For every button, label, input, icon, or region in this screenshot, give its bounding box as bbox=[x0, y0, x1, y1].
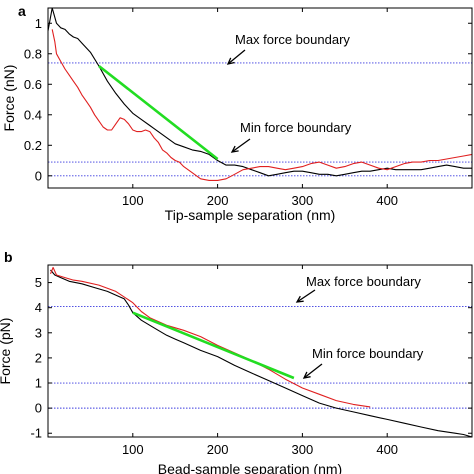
arrow-head bbox=[302, 371, 311, 379]
y-tick-label: 5 bbox=[35, 275, 42, 290]
boundary-annotation: Max force boundary bbox=[306, 274, 421, 289]
series-line bbox=[51, 29, 473, 181]
arrow-head bbox=[295, 295, 304, 303]
x-tick-label: 100 bbox=[122, 442, 144, 457]
chart-panel-a: a 100 200 300 400 0 0.2 0.4 0.6 0.8 1 Tip-sample se… bbox=[1, 3, 473, 223]
chart-panel-b: b 100 200 300 400 -1 0 1 2 3 4 5 Bead-sample separat… bbox=[0, 249, 473, 474]
annotation-arrow bbox=[303, 363, 323, 379]
y-tick-label: -1 bbox=[30, 426, 42, 441]
y-tick-label: 3 bbox=[35, 325, 42, 340]
x-tick-label: 200 bbox=[207, 193, 229, 208]
y-axis-label: Force (nN) bbox=[1, 65, 17, 132]
x-tick-label: 300 bbox=[292, 442, 314, 457]
y-tick-label: 0 bbox=[35, 168, 42, 183]
x-tick-label: 100 bbox=[122, 193, 144, 208]
x-axis-label: Tip-sample separation (nm) bbox=[165, 207, 336, 223]
y-tick-label: 0.6 bbox=[24, 77, 42, 92]
panel-label: b bbox=[4, 249, 13, 265]
boundary-annotation: Min force boundary bbox=[240, 120, 352, 135]
series-line bbox=[98, 64, 219, 161]
x-tick-label: 400 bbox=[376, 442, 398, 457]
y-tick-label: 0.8 bbox=[24, 46, 42, 61]
boundary-annotation: Max force boundary bbox=[235, 32, 350, 47]
y-tick-label: 1 bbox=[35, 376, 42, 391]
series-line bbox=[50, 269, 473, 438]
panel-label: a bbox=[18, 3, 26, 19]
x-axis-label: Bead-sample separation (nm) bbox=[158, 461, 342, 474]
annotation-arrow bbox=[296, 289, 316, 303]
y-axis-label: Force (pN) bbox=[0, 318, 13, 385]
y-tick-label: 4 bbox=[35, 300, 42, 315]
arrow-head bbox=[226, 57, 235, 65]
series-line bbox=[132, 311, 295, 380]
annotation-arrow bbox=[227, 49, 246, 65]
y-tick-label: 0.4 bbox=[24, 107, 42, 122]
y-tick-label: 0 bbox=[35, 401, 42, 416]
series-line bbox=[47, 7, 472, 177]
x-tick-label: 400 bbox=[376, 193, 398, 208]
boundary-annotation: Min force boundary bbox=[312, 346, 424, 361]
y-tick-label: 2 bbox=[35, 350, 42, 365]
y-tick-label: 0.2 bbox=[24, 138, 42, 153]
axes-frame bbox=[47, 264, 473, 438]
annotation-arrow bbox=[231, 138, 251, 153]
x-tick-label: 300 bbox=[292, 193, 314, 208]
y-tick-label: 1 bbox=[35, 16, 42, 31]
axes-frame bbox=[47, 7, 473, 189]
x-tick-label: 200 bbox=[207, 442, 229, 457]
arrow-head bbox=[230, 145, 239, 153]
